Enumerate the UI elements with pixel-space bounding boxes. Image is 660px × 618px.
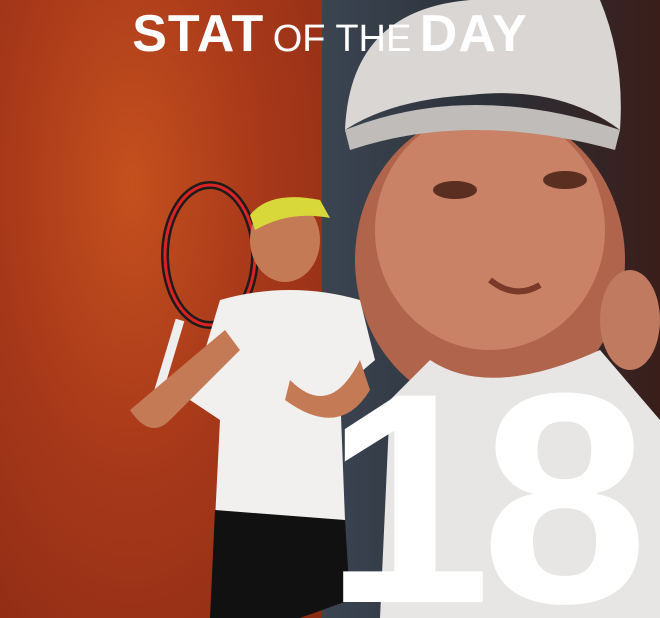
player-action-image — [130, 181, 375, 618]
stat-number: 18 — [324, 330, 648, 618]
portrait-image — [345, 0, 660, 618]
title-stat: STAT — [132, 5, 265, 63]
title-of-the: OF THE — [272, 18, 412, 60]
title-day: DAY — [419, 5, 528, 63]
poster-title: STAT OF THE DAY — [0, 4, 660, 64]
